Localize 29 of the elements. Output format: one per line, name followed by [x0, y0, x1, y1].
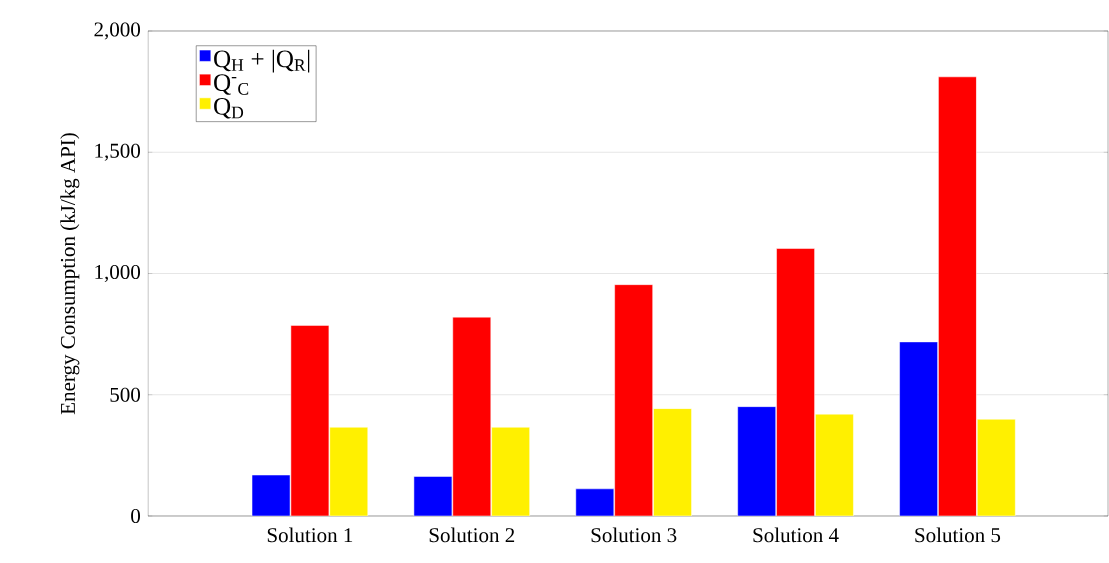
bar [653, 408, 692, 516]
y-axis-title: Energy Consumption (kJ/kg API) [60, 133, 80, 415]
y-tick-label: 2,000 [94, 22, 141, 40]
bar [575, 488, 614, 516]
bar [290, 325, 329, 516]
bar [977, 418, 1016, 516]
y-tick-label: 0 [131, 508, 141, 524]
bar [737, 406, 776, 516]
x-tick-label: Solution 2 [429, 527, 515, 543]
bar [413, 476, 452, 516]
y-tick-label: 1,000 [95, 264, 141, 283]
legend-label: Q$_{H}$ + |Q$_{R}$| [214, 49, 310, 73]
y-tick-label: 1,500 [95, 143, 141, 161]
bar [938, 76, 977, 516]
bar [329, 427, 368, 516]
bar [815, 414, 854, 516]
legend-label: Q$^{-}$C [214, 74, 249, 95]
bar [899, 341, 938, 516]
y-tick-label: 500 [110, 387, 141, 402]
x-tick-label: Solution 1 [267, 527, 353, 543]
x-tick-label: Solution 4 [753, 527, 839, 543]
legend-label: Q$_{D}$ [214, 97, 244, 119]
bar [452, 317, 491, 516]
x-tick-label: Solution 5 [915, 527, 1001, 543]
bar [614, 284, 653, 516]
bar [491, 427, 530, 516]
x-tick-label: Solution 3 [591, 527, 677, 543]
bar [252, 475, 291, 516]
bar [776, 248, 815, 516]
